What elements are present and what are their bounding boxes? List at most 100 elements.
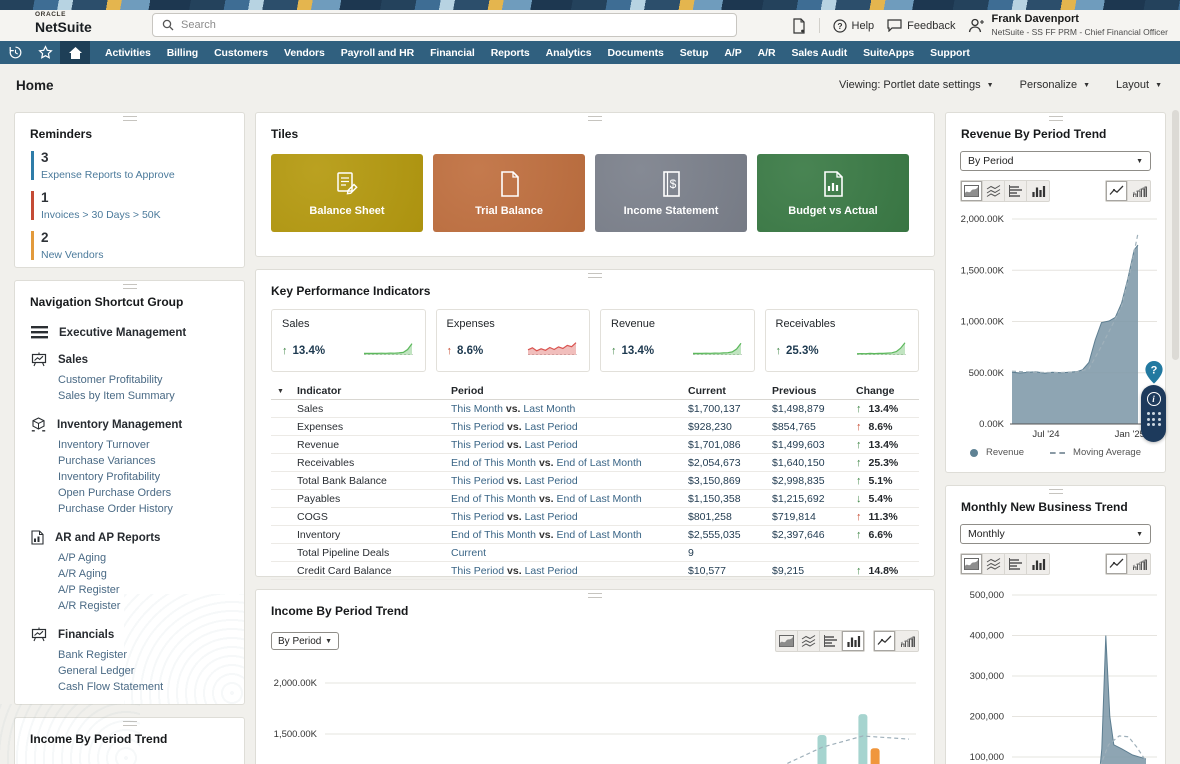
shortcut-link-bank-register[interactable]: Bank Register xyxy=(58,649,128,661)
nav-item-customers[interactable]: Customers xyxy=(214,46,269,59)
nav-item-billing[interactable]: Billing xyxy=(166,46,199,59)
collapse-caret-icon[interactable]: ▼ xyxy=(277,387,284,395)
pareto-chart-icon-button[interactable] xyxy=(820,631,842,651)
shortcut-link-cash-flow-statement[interactable]: Cash Flow Statement xyxy=(58,681,164,693)
shortcut-link-a-r-register[interactable]: A/R Register xyxy=(58,600,121,612)
period-filter-dropdown[interactable]: Monthly ▼ xyxy=(960,524,1151,544)
nav-item-financial[interactable]: Financial xyxy=(430,46,475,59)
kpi-card-expenses[interactable]: Expenses ↑ 8.6% xyxy=(435,309,590,372)
shortcut-root-executive-management[interactable]: Executive Management xyxy=(31,326,229,339)
period-cell[interactable]: This Period vs. Last Period xyxy=(451,438,578,451)
period-cell[interactable]: This Month vs. Last Month xyxy=(451,402,576,415)
shortcuts-button[interactable] xyxy=(30,41,60,64)
user-menu[interactable]: Frank Davenport NetSuite - SS FF PRM - C… xyxy=(968,13,1168,37)
nav-item-a-p[interactable]: A/P xyxy=(724,46,742,59)
combo-chart-icon-button[interactable] xyxy=(961,181,983,201)
nav-item-payroll-and-hr[interactable]: Payroll and HR xyxy=(340,46,415,59)
feedback-button[interactable]: Feedback xyxy=(887,19,955,32)
line-chart-icon-button[interactable] xyxy=(1106,181,1128,201)
monthly-chart[interactable]: 500,000 400,000 300,000 200,000 100,000 xyxy=(950,586,1162,764)
tile-trial-balance[interactable]: Trial Balance xyxy=(433,154,585,232)
multiline-chart-icon-button[interactable] xyxy=(983,181,1005,201)
nav-item-documents[interactable]: Documents xyxy=(607,46,664,59)
app-grid-icon[interactable] xyxy=(1146,412,1161,426)
drag-handle[interactable] xyxy=(122,721,137,726)
drag-handle[interactable] xyxy=(588,593,602,598)
column-chart-icon-button[interactable] xyxy=(842,631,864,651)
shortcut-link-purchase-order-history[interactable]: Purchase Order History xyxy=(58,503,173,515)
kpi-card-receivables[interactable]: Receivables ↑ 25.3% xyxy=(764,309,919,372)
kpi-table-row-total-bank-balance[interactable]: Total Bank Balance This Period vs. Last … xyxy=(271,472,919,490)
tile-income-statement[interactable]: $ Income Statement xyxy=(595,154,747,232)
new-document-icon[interactable] xyxy=(792,17,806,34)
nav-item-reports[interactable]: Reports xyxy=(490,46,530,59)
floating-widget-pill[interactable]: i xyxy=(1141,385,1166,442)
nav-item-support[interactable]: Support xyxy=(930,46,970,59)
nav-item-suiteapps[interactable]: SuiteApps xyxy=(863,46,915,59)
floating-help-button[interactable]: ? xyxy=(1144,360,1164,385)
kpi-table-row-expenses[interactable]: Expenses This Period vs. Last Period $92… xyxy=(271,418,919,436)
page-control-viewing-portlet-date-settings[interactable]: Viewing: Portlet date settings ▼ xyxy=(839,79,994,91)
shortcut-link-customer-profitability[interactable]: Customer Profitability xyxy=(58,374,163,386)
kpi-card-sales[interactable]: Sales ↑ 13.4% xyxy=(271,309,426,372)
shortcut-link-open-purchase-orders[interactable]: Open Purchase Orders xyxy=(58,487,172,499)
recent-records-button[interactable] xyxy=(0,41,30,64)
revenue-chart[interactable]: 2,000.00K 1,500.00K 1,000.00K 500.00K 0.00K J… xyxy=(950,211,1162,449)
home-button[interactable] xyxy=(60,41,90,64)
combo-chart-icon-button[interactable] xyxy=(776,631,798,651)
shortcut-link-a-r-aging[interactable]: A/R Aging xyxy=(58,568,107,580)
reminder-label[interactable]: Expense Reports to Approve xyxy=(41,169,175,181)
page-control-personalize[interactable]: Personalize ▼ xyxy=(1019,79,1091,91)
histogram-icon-button[interactable] xyxy=(1128,554,1150,574)
histogram-icon-button[interactable] xyxy=(1128,181,1150,201)
reminder-item[interactable]: 2 New Vendors xyxy=(31,230,230,261)
shortcut-link-purchase-variances[interactable]: Purchase Variances xyxy=(58,455,156,467)
shortcut-link-a-p-aging[interactable]: A/P Aging xyxy=(58,552,107,564)
period-cell[interactable]: Current xyxy=(451,546,487,559)
kpi-card-revenue[interactable]: Revenue ↑ 13.4% xyxy=(600,309,755,372)
period-cell[interactable]: This Period vs. Last Period xyxy=(451,510,578,523)
drag-handle[interactable] xyxy=(1048,489,1063,494)
kpi-table-row-inventory[interactable]: Inventory End of This Month vs. End of L… xyxy=(271,526,919,544)
scrollbar-thumb[interactable] xyxy=(1172,110,1179,360)
multiline-chart-icon-button[interactable] xyxy=(983,554,1005,574)
shortcut-link-inventory-profitability[interactable]: Inventory Profitability xyxy=(58,471,161,483)
shortcut-link-inventory-turnover[interactable]: Inventory Turnover xyxy=(58,439,150,451)
shortcut-link-a-p-register[interactable]: A/P Register xyxy=(58,584,120,596)
reminder-item[interactable]: 3 Expense Reports to Approve xyxy=(31,150,230,181)
shortcut-link-sales-by-item-summary[interactable]: Sales by Item Summary xyxy=(58,390,175,402)
period-filter-dropdown[interactable]: By Period ▼ xyxy=(960,151,1151,171)
drag-handle[interactable] xyxy=(1048,116,1063,121)
kpi-table-row-cogs[interactable]: COGS This Period vs. Last Period $801,25… xyxy=(271,508,919,526)
line-chart-icon-button[interactable] xyxy=(874,631,896,651)
nav-item-vendors[interactable]: Vendors xyxy=(284,46,325,59)
page-control-layout[interactable]: Layout ▼ xyxy=(1116,79,1162,91)
help-button[interactable]: ? Help xyxy=(832,18,874,33)
column-chart-icon-button[interactable] xyxy=(1027,181,1049,201)
kpi-table-row-credit-card-balance[interactable]: Credit Card Balance This Period vs. Last… xyxy=(271,562,919,580)
period-cell[interactable]: This Period vs. Last Period xyxy=(451,420,578,433)
drag-handle[interactable] xyxy=(588,273,602,278)
reminder-label[interactable]: Invoices > 30 Days > 50K xyxy=(41,209,161,221)
column-chart-icon-button[interactable] xyxy=(1027,554,1049,574)
shortcut-link-general-ledger[interactable]: General Ledger xyxy=(58,665,135,677)
period-cell[interactable]: End of This Month vs. End of Last Month xyxy=(451,456,642,469)
nav-item-setup[interactable]: Setup xyxy=(679,46,709,59)
line-chart-icon-button[interactable] xyxy=(1106,554,1128,574)
shortcut-group-header[interactable]: Financials xyxy=(31,627,229,642)
search-input[interactable] xyxy=(181,19,727,31)
reminder-item[interactable]: 1 Invoices > 30 Days > 50K xyxy=(31,190,230,221)
kpi-table-row-revenue[interactable]: Revenue This Period vs. Last Period $1,7… xyxy=(271,436,919,454)
nav-item-activities[interactable]: Activities xyxy=(105,46,151,59)
multiline-chart-icon-button[interactable] xyxy=(798,631,820,651)
tile-budget-vs-actual[interactable]: Budget vs Actual xyxy=(757,154,909,232)
global-search[interactable] xyxy=(152,13,737,37)
period-cell[interactable]: End of This Month vs. End of Last Month xyxy=(451,492,642,505)
kpi-table-row-receivables[interactable]: Receivables End of This Month vs. End of… xyxy=(271,454,919,472)
shortcut-group-header[interactable]: AR and AP Reports xyxy=(31,530,229,545)
shortcut-group-header[interactable]: Inventory Management xyxy=(31,417,229,432)
kpi-table-row-total-pipeline-deals[interactable]: Total Pipeline Deals Current 9 xyxy=(271,544,919,562)
kpi-table-row-payables[interactable]: Payables End of This Month vs. End of La… xyxy=(271,490,919,508)
nav-item-sales-audit[interactable]: Sales Audit xyxy=(791,46,848,59)
